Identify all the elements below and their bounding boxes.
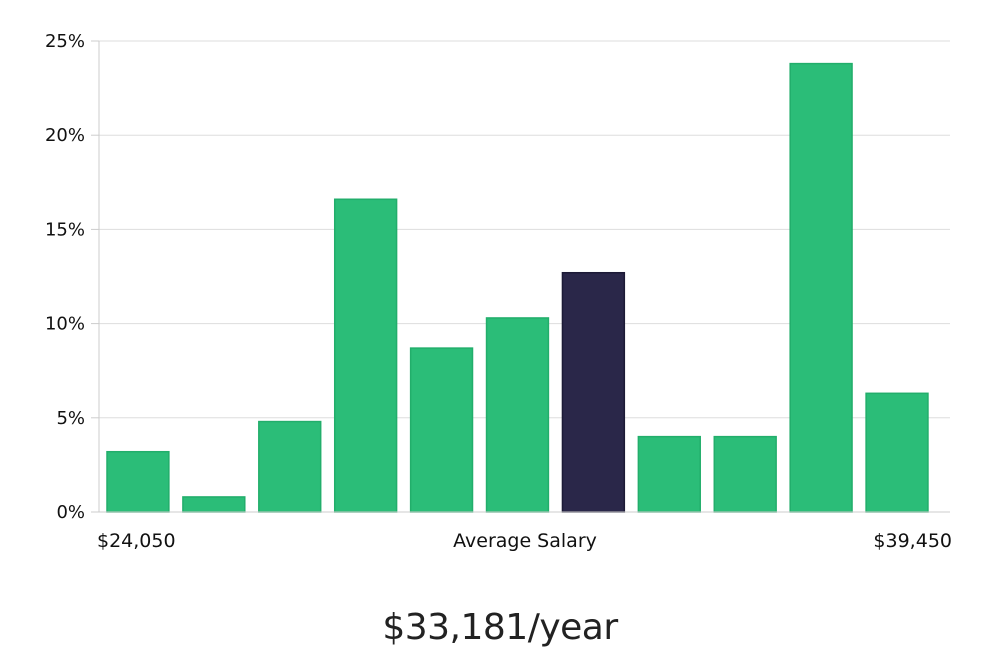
bar <box>106 450 170 513</box>
bar <box>409 347 474 513</box>
x-axis-title: Average Salary <box>453 530 597 552</box>
bar <box>789 62 853 513</box>
bar <box>258 420 322 513</box>
average-salary-value: $33,181/year <box>382 607 618 648</box>
bars <box>106 62 929 513</box>
y-tick-label: 15% <box>45 219 85 240</box>
y-tick-label: 5% <box>56 408 85 429</box>
bar <box>713 435 777 513</box>
y-tick-label: 25% <box>45 31 85 52</box>
bar <box>182 496 246 513</box>
salary-histogram: 0%5%10%15%20%25% $24,050 Average Salary … <box>45 31 952 552</box>
bar <box>485 317 550 513</box>
bar-highlighted <box>561 271 626 513</box>
x-min-label: $24,050 <box>97 530 176 552</box>
bar <box>865 392 929 513</box>
bar <box>637 435 701 513</box>
y-tick-label: 10% <box>45 314 85 335</box>
y-tick-label: 0% <box>56 502 85 523</box>
y-tick-label: 20% <box>45 125 85 146</box>
x-max-label: $39,450 <box>873 530 952 552</box>
y-axis-ticks: 0% 5% 10% 15% 20% 25% <box>45 31 99 523</box>
bar <box>333 198 398 513</box>
